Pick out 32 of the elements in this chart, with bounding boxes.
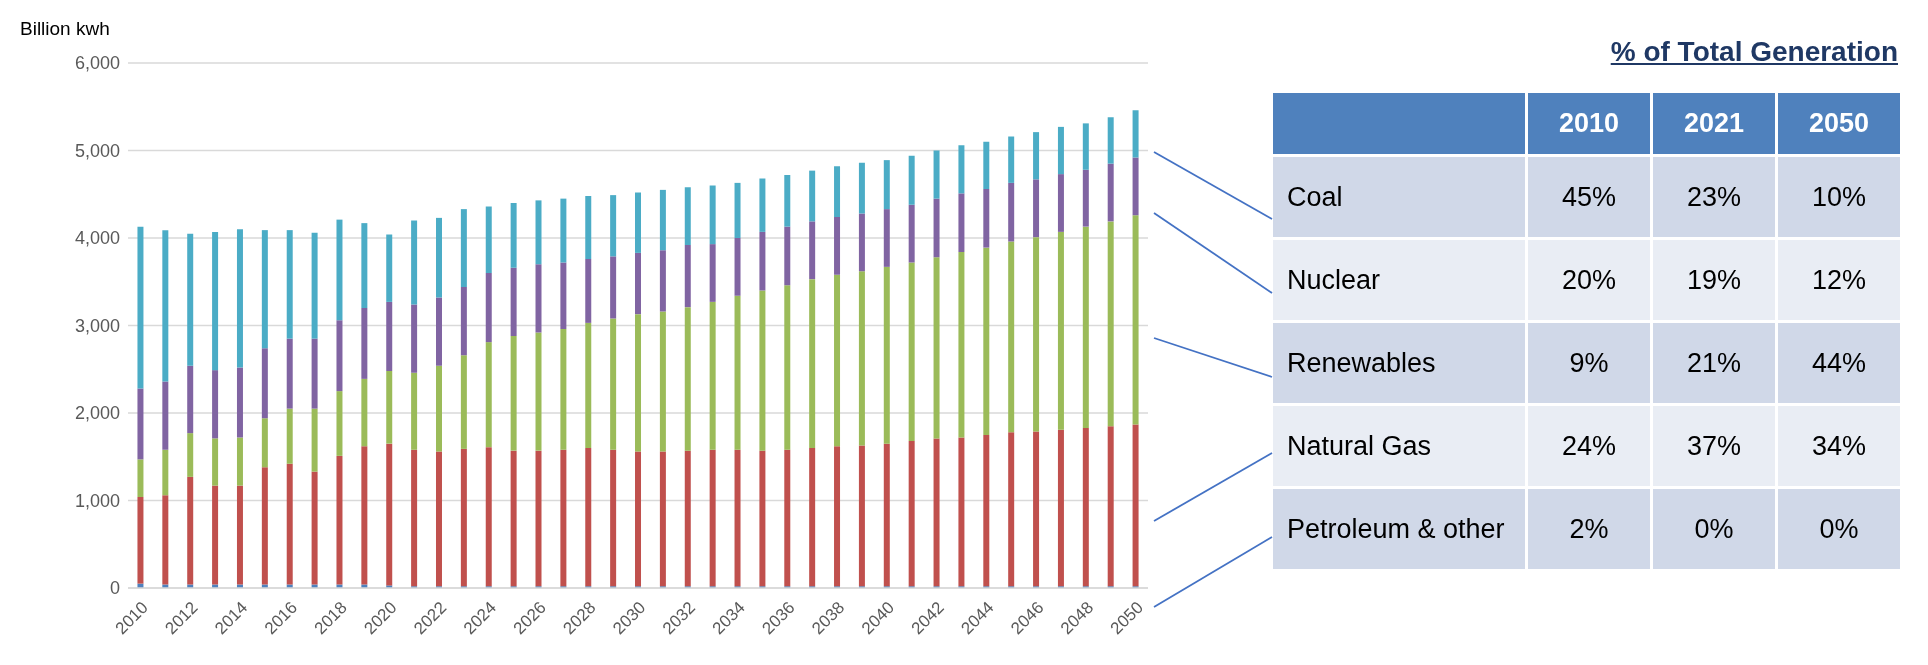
text: 21%	[1686, 347, 1742, 378]
y-tick-label: 1,000	[74, 490, 120, 511]
y-tick-label: 0	[109, 578, 120, 599]
text: 45%	[1561, 181, 1617, 212]
text: 19%	[1686, 264, 1742, 295]
y-tick-label: 6,000	[74, 53, 120, 74]
text: 0%	[1819, 513, 1859, 544]
category-label: Natural Gas	[1287, 431, 1432, 461]
category-label: Nuclear	[1287, 265, 1381, 295]
category-label: Renewables	[1287, 348, 1436, 378]
category-label: Petroleum & other	[1287, 514, 1505, 544]
category-label: 2021	[1651, 91, 1777, 156]
y-tick-label: 3,000	[74, 315, 120, 336]
text: 9%	[1569, 347, 1609, 378]
category-label: 2050	[1776, 91, 1902, 156]
text: 24%	[1561, 430, 1617, 461]
text: 10%	[1811, 181, 1867, 212]
category-label: Coal	[1287, 182, 1343, 212]
y-axis-title: Billion kwh	[20, 18, 110, 40]
y-tick-label: 4,000	[74, 228, 120, 249]
text: 23%	[1686, 181, 1742, 212]
y-tick-label: 2,000	[74, 403, 120, 424]
text: 44%	[1811, 347, 1867, 378]
text: 20%	[1561, 264, 1617, 295]
text: 37%	[1686, 430, 1742, 461]
text: 12%	[1811, 264, 1867, 295]
y-tick-label: 5,000	[74, 140, 120, 161]
text: % of Total Generation	[1609, 36, 1899, 68]
text: 0%	[1694, 513, 1734, 544]
text: 2%	[1569, 513, 1609, 544]
category-label: 2010	[1526, 91, 1652, 156]
text: 34%	[1811, 430, 1867, 461]
